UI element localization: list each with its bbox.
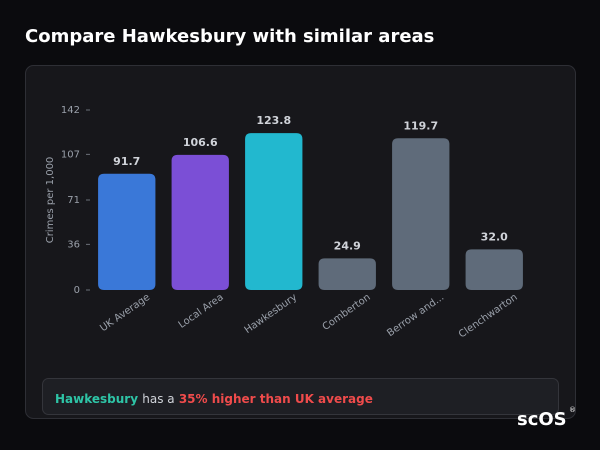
y-tick-label: 107 [61, 149, 80, 160]
y-tick-label: 71 [67, 195, 80, 206]
note-text: has a [142, 392, 174, 406]
note-area: Hawkesbury [55, 392, 138, 406]
value-label: 106.6 [183, 136, 218, 149]
page-title: Compare Hawkesbury with similar areas [25, 26, 434, 47]
y-tick-label: 0 [74, 285, 80, 296]
value-label: 32.0 [481, 230, 508, 243]
note-highlight: 35% higher than UK average [179, 392, 373, 406]
value-label: 123.8 [256, 114, 291, 127]
logo-mark: ® [569, 406, 576, 414]
y-tick-label: 36 [67, 239, 80, 250]
note: Hawkesbury has a 35% higher than UK aver… [55, 392, 373, 406]
note-box [42, 378, 559, 415]
value-label: 119.7 [403, 119, 438, 132]
bar [245, 133, 303, 290]
logo: scOS [517, 409, 567, 430]
y-axis-label: Crimes per 1,000 [45, 157, 56, 244]
bar [171, 154, 229, 290]
bar [392, 138, 450, 290]
bar [98, 173, 156, 290]
value-label: 24.9 [334, 239, 361, 252]
bar [465, 249, 523, 290]
bar [318, 258, 376, 290]
y-tick-label: 142 [61, 105, 80, 116]
value-label: 91.7 [113, 155, 140, 168]
